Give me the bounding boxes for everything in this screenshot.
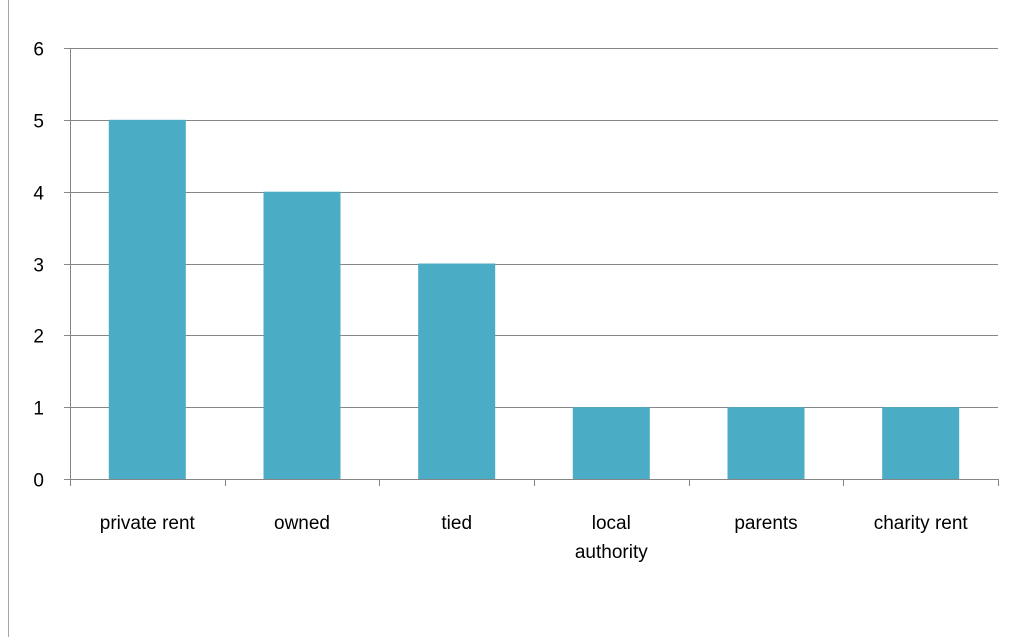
x-category-labels: private rent owned tied local authority paren… xyxy=(100,513,969,563)
bar-0 xyxy=(108,119,186,480)
y-tick-label: 1 xyxy=(33,399,44,420)
bars xyxy=(108,119,960,480)
y-tick-label: 3 xyxy=(33,256,44,277)
y-tick-label: 5 xyxy=(33,112,44,133)
x-category-label: parents xyxy=(734,513,797,534)
x-category-label: private rent xyxy=(100,513,196,534)
axes xyxy=(64,48,999,486)
frame-left-border xyxy=(8,0,9,637)
y-tick-label: 0 xyxy=(33,471,44,492)
x-category-label: charity rent xyxy=(874,513,969,534)
y-tick-label: 6 xyxy=(33,40,44,61)
x-category-label: authority xyxy=(575,542,648,563)
x-category-label: local xyxy=(592,513,631,534)
gridlines xyxy=(70,48,998,408)
y-tick-labels: 0 1 2 3 4 5 6 xyxy=(33,40,44,492)
y-tick-label: 2 xyxy=(33,327,44,348)
bar-4 xyxy=(727,407,805,479)
bar-1 xyxy=(263,191,341,479)
bar-3 xyxy=(572,407,650,479)
bar-5 xyxy=(882,407,960,479)
x-category-label: tied xyxy=(441,513,472,534)
x-category-label: owned xyxy=(274,513,330,534)
bar-2 xyxy=(418,263,496,479)
y-tick-label: 4 xyxy=(33,184,44,205)
